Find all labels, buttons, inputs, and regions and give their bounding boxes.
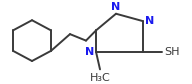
Text: N: N xyxy=(145,16,154,26)
Text: H₃C: H₃C xyxy=(90,73,110,83)
Text: N: N xyxy=(85,47,94,57)
Text: N: N xyxy=(111,2,121,12)
Text: SH: SH xyxy=(164,47,180,57)
